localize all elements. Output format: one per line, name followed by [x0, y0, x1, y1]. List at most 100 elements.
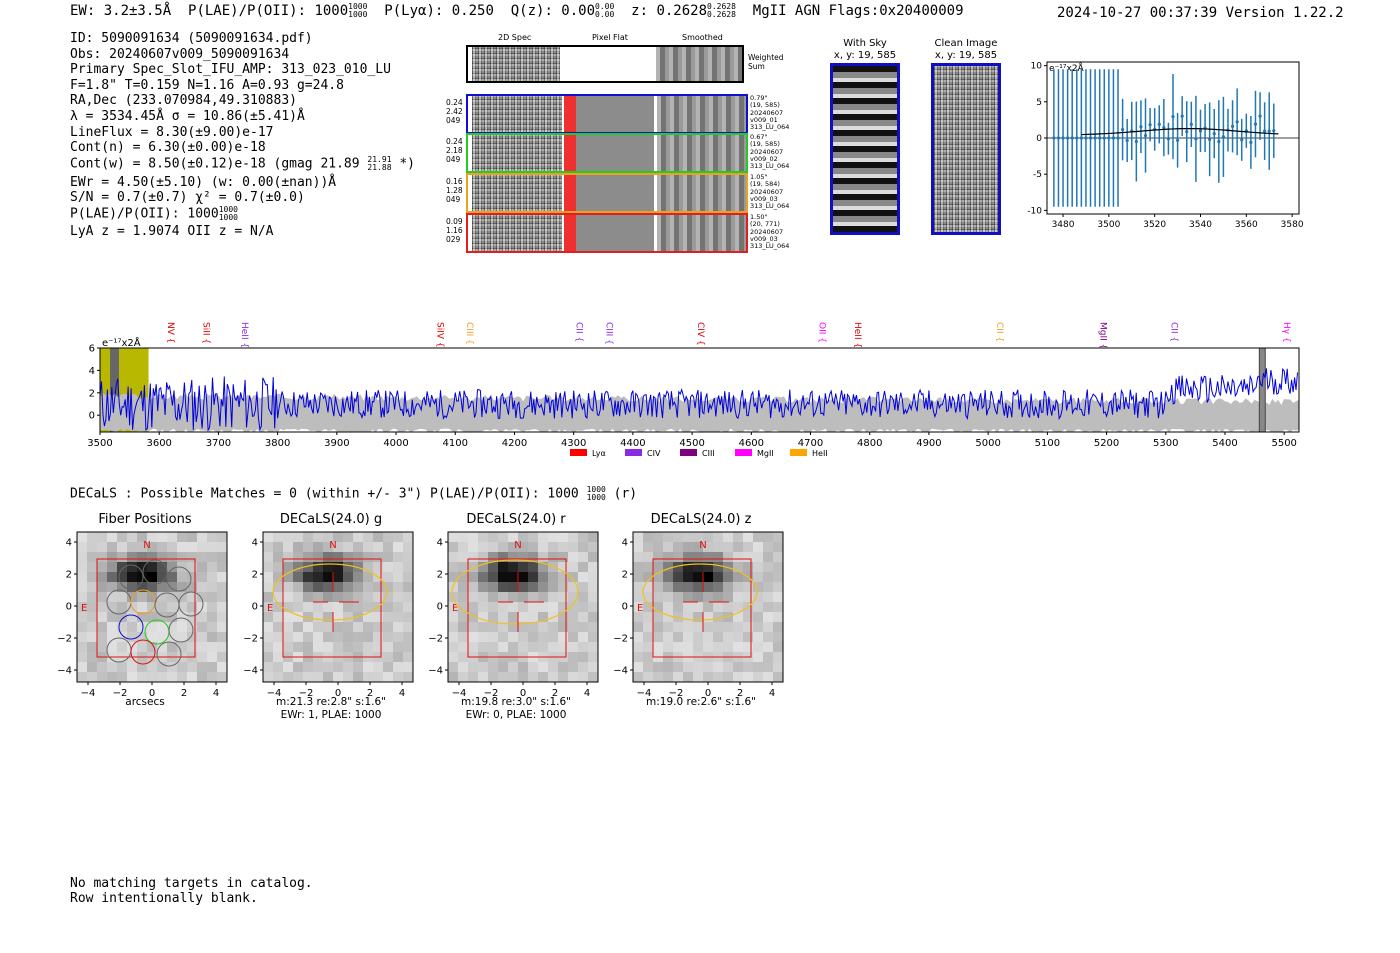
zoom-point: [1056, 136, 1061, 140]
panel-pixel: [313, 532, 323, 542]
panel-pixel: [333, 592, 343, 602]
zoom-point: [1084, 136, 1088, 140]
panel-pixel: [568, 582, 578, 592]
panel-pixel: [373, 542, 383, 552]
fiber-val: 049: [446, 155, 461, 164]
panel-pixel: [558, 542, 568, 552]
panel-pixel: [488, 622, 498, 632]
panel-pixel: [383, 542, 393, 552]
panel-pixel: [177, 602, 187, 612]
panel-caption-1: m:21.3 re:2.8" s:1.6": [276, 696, 386, 708]
panel-pixel: [283, 552, 293, 562]
panel-xtick-label: 0: [149, 688, 155, 699]
panel-east-label: E: [452, 603, 458, 614]
zoom-point: [1116, 136, 1120, 140]
panel-pixel: [673, 612, 683, 622]
panel-pixel: [713, 602, 723, 612]
panel-pixel: [207, 572, 217, 582]
panel-pixel: [403, 542, 413, 552]
panel-pixel: [753, 592, 763, 602]
panel-pixel: [283, 622, 293, 632]
fiber-2dspec: [472, 96, 562, 132]
panel-pixel: [177, 662, 187, 672]
panel-pixel: [383, 652, 393, 662]
panel-pixel: [763, 642, 773, 652]
panel-pixel: [207, 532, 217, 542]
spec-cutouts: 2D Spec Pixel Flat Smoothed Weighted Sum…: [446, 33, 806, 255]
panel-pixel: [87, 562, 97, 572]
panel-pixel: [578, 562, 588, 572]
panel-pixel: [568, 632, 578, 642]
panel-pixel: [548, 622, 558, 632]
panel-pixel: [283, 562, 293, 572]
panel-xtick-label: 4: [399, 688, 405, 699]
zoom-point: [1079, 136, 1083, 140]
panel-pixel: [393, 572, 403, 582]
fiber-flag-bar: [564, 135, 576, 171]
panel-pixel: [393, 602, 403, 612]
panel-pixel: [383, 582, 393, 592]
panel-pixel: [313, 552, 323, 562]
spec-line-label: NV {: [165, 322, 175, 343]
panel-pixel: [538, 562, 548, 572]
panel-pixel: [558, 622, 568, 632]
panel-pixel: [558, 672, 568, 682]
panel-pixel: [87, 532, 97, 542]
panel-pixel: [77, 532, 87, 542]
plae2-text: P(LAE)/P(OII): 1000: [70, 206, 219, 222]
panel-pixel: [743, 642, 753, 652]
zoom-point: [1107, 136, 1111, 140]
panel-ytick-label: 4: [66, 538, 72, 549]
panel-pixel: [177, 632, 187, 642]
panel-pixel: [343, 662, 353, 672]
panel-pixel: [147, 612, 157, 622]
panel-pixel: [263, 672, 273, 682]
panel-pixel: [127, 622, 137, 632]
info-block: ID: 5090091634 (5090091634.pdf) Obs: 202…: [70, 31, 415, 240]
z-lo: 0.2628: [707, 10, 736, 19]
panel-pixel: [538, 552, 548, 562]
panel-pixel: [167, 552, 177, 562]
panel-pixel: [77, 592, 87, 602]
panel-pixel: [313, 672, 323, 682]
panel-pixel: [353, 542, 363, 552]
panel-pixel: [137, 552, 147, 562]
qz-value: Q(z): 0.00: [510, 3, 596, 19]
panel-pixel: [653, 552, 663, 562]
panel-pixel: [548, 542, 558, 552]
zoom-point: [1111, 136, 1116, 140]
panel-pixel: [723, 672, 733, 682]
panel-pixel: [303, 532, 313, 542]
spec-line-label: CII {: [994, 322, 1004, 342]
panel-pixel: [353, 592, 363, 602]
fiber-val: 049: [446, 195, 461, 204]
fiber-circle: [156, 641, 182, 667]
panel-pixel: [518, 612, 528, 622]
panel-pixel: [653, 602, 663, 612]
panel-ytick-label: 0: [622, 602, 628, 613]
panel-pixel: [343, 572, 353, 582]
panel-pixel: [333, 622, 343, 632]
panel-pixel: [77, 662, 87, 672]
panel-pixel: [313, 642, 323, 652]
panel-pixel: [293, 552, 303, 562]
panel-pixel: [353, 642, 363, 652]
panel-pixel: [558, 632, 568, 642]
panel-pixel: [283, 592, 293, 602]
panel-pixel: [733, 592, 743, 602]
spec-xtick-label: 3600: [146, 438, 171, 449]
panel-pixel: [538, 602, 548, 612]
panel-pixel: [87, 602, 97, 612]
panel-pixel: [77, 612, 87, 622]
panel-pixel: [393, 542, 403, 552]
panel-ytick-label: 4: [252, 538, 258, 549]
panel-xtick-label: 0: [705, 688, 711, 699]
legend-label: CIII: [702, 449, 715, 458]
panel-pixel: [633, 572, 643, 582]
panel-pixel: [723, 662, 733, 672]
panel-pixel: [578, 582, 588, 592]
panel-pixel: [127, 552, 137, 562]
panel-pixel: [653, 612, 663, 622]
panel-pixel: [107, 602, 117, 612]
panel-pixel: [478, 562, 488, 572]
